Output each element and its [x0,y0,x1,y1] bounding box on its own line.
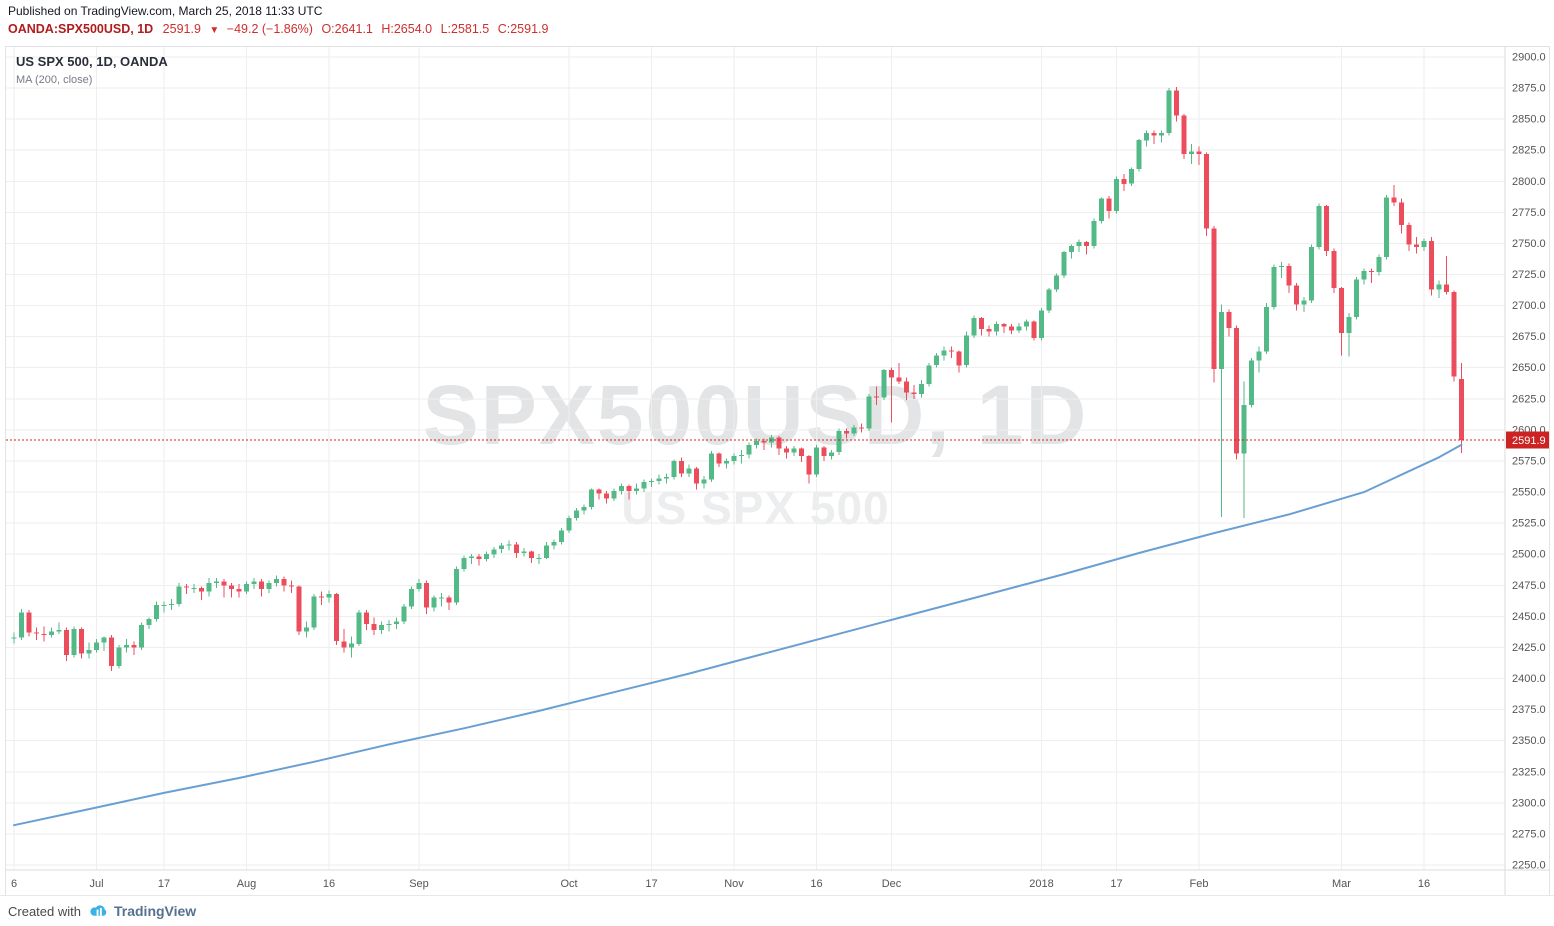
svg-text:6: 6 [11,878,17,890]
attribution-bar: Created with TradingView [0,895,1554,926]
svg-text:2850.0: 2850.0 [1512,114,1546,126]
open-readout: O:2641.1 [321,22,373,36]
svg-text:2500.0: 2500.0 [1512,549,1546,561]
svg-text:2550.0: 2550.0 [1512,487,1546,499]
tradingview-brand[interactable]: TradingView [113,903,197,919]
svg-text:2350.0: 2350.0 [1512,735,1546,747]
price-change: −49.2 (−1.86%) [226,22,313,36]
svg-text:16: 16 [810,878,822,890]
axis-separators [6,47,1549,895]
svg-text:2425.0: 2425.0 [1512,642,1546,654]
last-price-readout: 2591.9 [162,22,201,36]
chart-widget[interactable]: US SPX 500, 1D, OANDA MA (200, close) SP… [5,46,1550,896]
svg-text:Nov: Nov [724,878,744,890]
ma200-line [13,443,1463,827]
svg-text:17: 17 [1110,878,1122,890]
svg-text:17: 17 [645,878,657,890]
svg-text:2450.0: 2450.0 [1512,611,1546,623]
svg-text:Jul: Jul [89,878,103,890]
svg-text:2625.0: 2625.0 [1512,393,1546,405]
svg-text:2325.0: 2325.0 [1512,766,1546,778]
price-axis-labels: 2900.0 2875.0 2850.0 2825.0 2800.0 2775.0 2750… [1512,51,1546,871]
symbol-name: OANDA:SPX500USD, 1D [8,22,154,36]
svg-text:2575.0: 2575.0 [1512,456,1546,468]
price-axis[interactable] [1505,47,1549,870]
svg-text:2018: 2018 [1029,878,1053,890]
svg-text:2400.0: 2400.0 [1512,673,1546,685]
svg-text:Aug: Aug [237,878,257,890]
svg-text:2875.0: 2875.0 [1512,83,1546,95]
svg-text:2275.0: 2275.0 [1512,828,1546,840]
svg-text:Sep: Sep [409,878,429,890]
svg-text:2825.0: 2825.0 [1512,145,1546,157]
svg-text:2900.0: 2900.0 [1512,51,1546,63]
svg-text:2375.0: 2375.0 [1512,704,1546,716]
down-arrow-icon: ▼ [209,25,220,36]
svg-text:2775.0: 2775.0 [1512,207,1546,219]
low-readout: L:2581.5 [440,22,490,36]
high-readout: H:2654.0 [381,22,433,36]
svg-text:2525.0: 2525.0 [1512,518,1546,530]
svg-text:2750.0: 2750.0 [1512,238,1546,250]
svg-text:2475.0: 2475.0 [1512,580,1546,592]
svg-text:2700.0: 2700.0 [1512,300,1546,312]
svg-text:Mar: Mar [1332,878,1351,890]
time-axis[interactable] [6,870,1505,895]
chart-canvas[interactable]: 2900.0 2875.0 2850.0 2825.0 2800.0 2775.0 2750… [6,47,1549,895]
svg-text:2675.0: 2675.0 [1512,331,1546,343]
svg-text:Dec: Dec [882,878,902,890]
last-price-label: 2591.9 [1506,431,1549,449]
svg-text:2725.0: 2725.0 [1512,269,1546,281]
svg-text:17: 17 [158,878,170,890]
svg-text:2650.0: 2650.0 [1512,362,1546,374]
svg-text:Oct: Oct [560,878,577,890]
symbol-info-bar: OANDA:SPX500USD, 1D 2591.9 ▼ −49.2 (−1.8… [8,22,553,36]
time-axis-labels: 6 Jul 17 Aug 16 Sep Oct 17 Nov 16 Dec 2018 17 Feb Mar 1… [11,878,1430,890]
svg-text:2300.0: 2300.0 [1512,797,1546,809]
created-with-label: Created with [8,903,81,919]
close-readout: C:2591.9 [497,22,549,36]
svg-text:16: 16 [323,878,335,890]
grid [6,47,1505,870]
svg-text:2250.0: 2250.0 [1512,860,1546,872]
svg-text:2591.9: 2591.9 [1512,435,1546,447]
svg-text:16: 16 [1418,878,1430,890]
tradingview-logo-icon[interactable] [89,904,109,919]
published-line: Published on TradingView.com, March 25, … [8,4,323,18]
candles-series [11,86,1464,672]
svg-text:2800.0: 2800.0 [1512,176,1546,188]
svg-text:Feb: Feb [1190,878,1209,890]
